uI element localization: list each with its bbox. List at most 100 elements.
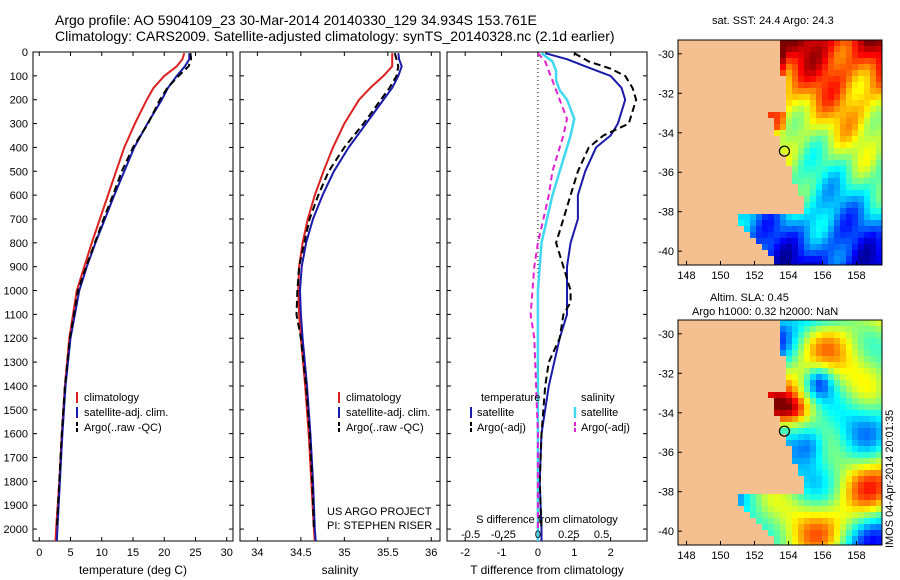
map-cell — [756, 232, 762, 238]
map-cell — [840, 160, 846, 166]
map-cell — [738, 124, 744, 130]
map-cell — [846, 380, 852, 386]
map-cell — [774, 386, 780, 392]
salinity-tick-label: 0.25 — [558, 529, 579, 541]
map-cell — [774, 130, 780, 136]
map-cell — [750, 214, 756, 220]
map-cell — [690, 392, 696, 398]
map-cell — [768, 500, 774, 506]
map-cell — [786, 500, 792, 506]
map-cell — [786, 416, 792, 422]
map-cell — [798, 368, 804, 374]
map-cell — [804, 100, 810, 106]
map-cell — [750, 148, 756, 154]
map-cell — [780, 70, 786, 76]
map-cell — [696, 106, 702, 112]
map-cell — [696, 332, 702, 338]
map-cell — [786, 88, 792, 94]
map-cell — [804, 142, 810, 148]
x-tick-label: 154 — [779, 550, 797, 562]
map-cell — [810, 142, 816, 148]
map-cell — [846, 494, 852, 500]
map-cell — [690, 244, 696, 250]
map-cell — [876, 226, 882, 232]
map-cell — [684, 124, 690, 130]
map-cell — [816, 338, 822, 344]
x-tick-label: 158 — [847, 270, 865, 282]
map-cell — [834, 184, 840, 190]
map-cell — [846, 386, 852, 392]
map-cell — [786, 118, 792, 124]
map-cell — [840, 148, 846, 154]
map-cell — [816, 124, 822, 130]
map-cell — [828, 208, 834, 214]
map-cell — [858, 82, 864, 88]
map-cell — [684, 76, 690, 82]
map-cell — [720, 446, 726, 452]
map-cell — [786, 82, 792, 88]
map-cell — [750, 208, 756, 214]
map-cell — [852, 142, 858, 148]
map-cell — [762, 172, 768, 178]
map-cell — [834, 392, 840, 398]
map-cell — [690, 542, 696, 545]
map-cell — [696, 404, 702, 410]
map-cell — [828, 244, 834, 250]
map-cell — [762, 52, 768, 58]
map-cell — [840, 40, 846, 46]
map-cell — [810, 184, 816, 190]
map-cell — [816, 404, 822, 410]
map-cell — [726, 226, 732, 232]
map-cell — [834, 386, 840, 392]
map-cell — [768, 220, 774, 226]
map-cell — [858, 70, 864, 76]
map-cell — [852, 226, 858, 232]
map-cell — [744, 542, 750, 545]
map-cell — [696, 196, 702, 202]
map-cell — [786, 70, 792, 76]
map-cell — [834, 118, 840, 124]
map-cell — [816, 356, 822, 362]
map-cell — [726, 374, 732, 380]
map-cell — [840, 226, 846, 232]
map-cell — [762, 506, 768, 512]
map-cell — [870, 422, 876, 428]
map-cell — [864, 118, 870, 124]
map-cell — [780, 238, 786, 244]
map-cell — [798, 434, 804, 440]
map-cell — [804, 488, 810, 494]
temperature-panel: 0 5 10 15 20 25 300100200300400500600700800900… — [4, 47, 234, 577]
map-cell — [840, 542, 846, 545]
map-cell — [804, 118, 810, 124]
map-cell — [684, 386, 690, 392]
map-cell — [714, 350, 720, 356]
map-cell — [864, 404, 870, 410]
map-cell — [720, 172, 726, 178]
map-cell — [786, 214, 792, 220]
map-cell — [774, 136, 780, 142]
map-cell — [684, 64, 690, 70]
map-cell — [834, 362, 840, 368]
map-cell — [702, 52, 708, 58]
map-cell — [738, 458, 744, 464]
map-cell — [750, 184, 756, 190]
map-cell — [774, 94, 780, 100]
map-cell — [810, 124, 816, 130]
map-cell — [708, 166, 714, 172]
map-cell — [696, 464, 702, 470]
map-cell — [828, 470, 834, 476]
map-cell — [762, 446, 768, 452]
map-cell — [822, 422, 828, 428]
map-cell — [702, 76, 708, 82]
map-cell — [732, 256, 738, 262]
map-cell — [870, 368, 876, 374]
map-cell — [834, 154, 840, 160]
map-cell — [690, 488, 696, 494]
map-cell — [738, 196, 744, 202]
map-cell — [774, 482, 780, 488]
map-cell — [870, 124, 876, 130]
map-cell — [816, 58, 822, 64]
map-cell — [798, 458, 804, 464]
map-cell — [786, 166, 792, 172]
map-cell — [804, 434, 810, 440]
